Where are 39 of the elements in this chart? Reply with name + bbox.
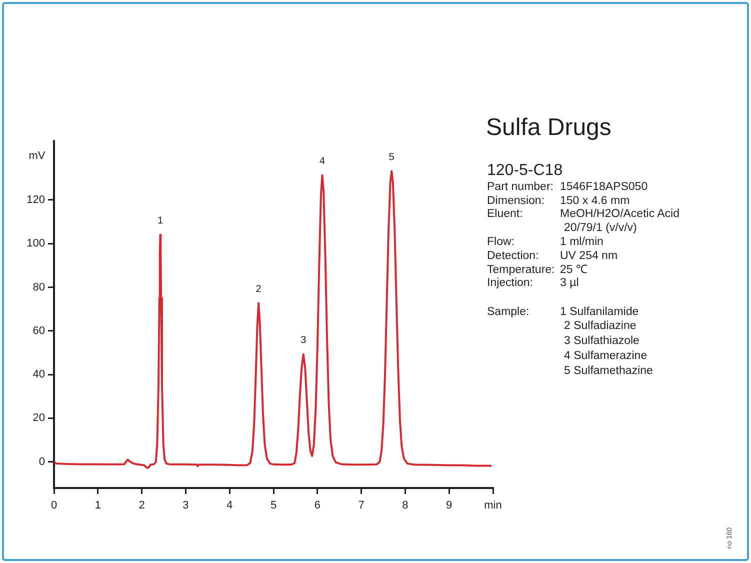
x-tick-label: 2	[138, 500, 145, 512]
y-tick-label: 80	[32, 281, 45, 294]
text: Dimension: 150 x 4.6 mm	[487, 194, 630, 206]
text: Detection: UV 254 nm	[487, 250, 618, 262]
y-tick-label: 0	[38, 456, 45, 468]
y-tick-label: 60	[32, 324, 45, 337]
annotation: 2	[256, 284, 262, 295]
text: Injection: 3 µl	[487, 277, 579, 290]
y-tick-label: 100	[26, 238, 45, 250]
y-tick-label: 20	[32, 412, 45, 424]
text: Eluent: MeOH/H2O/Acetic Acid	[487, 208, 680, 220]
annotation: Temperature: 25 ℃	[487, 262, 587, 276]
text: 3 Sulfathiazole	[564, 334, 640, 348]
annotation: 1	[157, 216, 164, 227]
annotation: 3	[300, 334, 307, 346]
annotation: 4	[319, 156, 326, 168]
text: Sample: 1 Sulfanilamide	[487, 306, 639, 318]
text: Sulfa Drugs	[486, 114, 612, 141]
x-tick-label: min	[484, 500, 502, 512]
text: 2 Sulfadiazine	[564, 319, 636, 334]
x-tick-label: 4	[226, 500, 233, 512]
x-tick-label: 9	[446, 500, 452, 512]
x-tick-label: 1	[94, 500, 101, 512]
text: Flow: 1 ml/min	[487, 236, 604, 248]
y-axis-title: mV	[28, 150, 46, 162]
x-tick-label: 3	[182, 500, 189, 512]
text: 5 Sulfamethazine	[564, 364, 653, 378]
x-tick-label: 6	[314, 500, 320, 512]
text: 4 Sulfamerazine	[564, 348, 648, 363]
text: 20/79/1 (v/v/v)	[564, 221, 637, 236]
annotation: 5	[388, 152, 395, 163]
y-tick-label: 40	[32, 368, 45, 381]
text: 120-5-C18	[487, 162, 563, 179]
annotation: Part number: 1546F18APS050	[487, 180, 648, 194]
x-tick-label: 0	[50, 500, 58, 512]
y-tick-label: 120	[26, 194, 45, 206]
x-tick-label: 5	[270, 500, 277, 512]
x-tick-label: 8	[402, 500, 408, 512]
x-tick-label: 7	[358, 500, 364, 512]
